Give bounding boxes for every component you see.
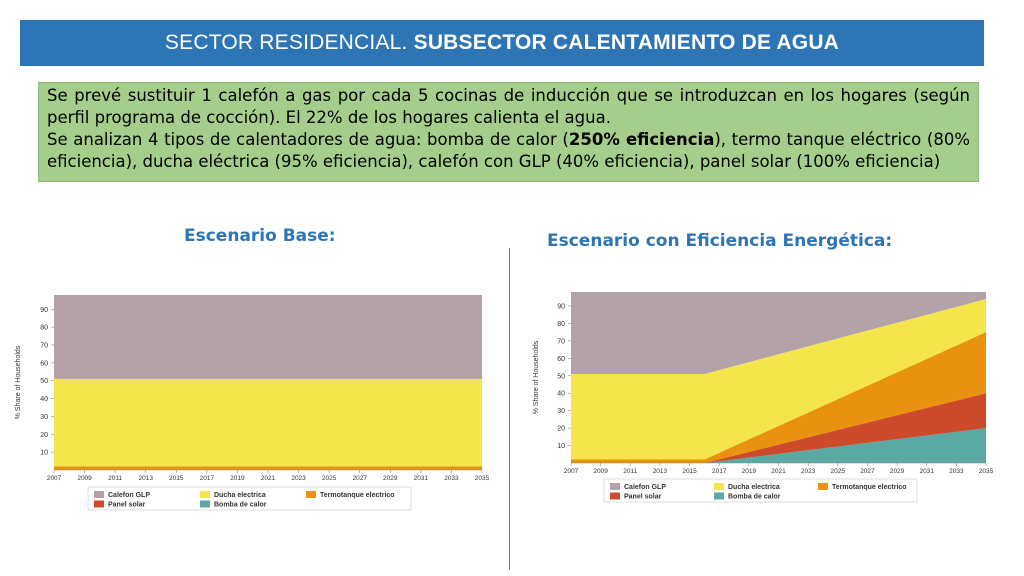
legend-swatch bbox=[306, 491, 316, 498]
legend-label: Termotanque electrico bbox=[320, 492, 395, 499]
x-tick-label: 2011 bbox=[108, 475, 122, 482]
x-tick-label: 2025 bbox=[831, 468, 846, 475]
legend-box bbox=[603, 478, 918, 503]
base-scenario-title: Escenario Base: bbox=[184, 226, 336, 246]
y-tick-label: 10 bbox=[40, 450, 48, 457]
legend-box bbox=[87, 486, 412, 511]
legend-swatch bbox=[94, 491, 104, 498]
x-tick-label: 2017 bbox=[712, 468, 727, 475]
x-tick-label: 2033 bbox=[444, 475, 459, 482]
area-calefon-glp bbox=[54, 295, 482, 379]
y-tick-label: 90 bbox=[40, 307, 48, 314]
legend-swatch bbox=[714, 492, 724, 500]
x-tick-label: 2019 bbox=[742, 468, 757, 475]
x-tick-label: 2025 bbox=[322, 475, 337, 482]
x-tick-label: 2031 bbox=[919, 468, 934, 475]
legend-swatch bbox=[714, 483, 724, 490]
efficiency-scenario-title: Escenario con Eficiencia Energética: bbox=[547, 231, 893, 251]
x-tick-label: 2007 bbox=[47, 475, 62, 482]
area-calefon-glp bbox=[571, 292, 986, 375]
legend-swatch bbox=[200, 500, 210, 508]
y-tick-label: 10 bbox=[557, 443, 565, 450]
y-tick-label: 30 bbox=[40, 414, 48, 421]
x-tick-label: 2031 bbox=[414, 475, 429, 482]
info-line-2-bold: 250% eficiencia bbox=[568, 130, 715, 149]
x-tick-label: 2023 bbox=[801, 468, 816, 475]
legend-label: Bomba de calor bbox=[214, 502, 267, 509]
x-tick-label: 2009 bbox=[77, 475, 92, 482]
slide-title-bar: SECTOR RESIDENCIAL. SUBSECTOR CALENTAMIE… bbox=[20, 20, 984, 66]
y-tick-label: 80 bbox=[40, 325, 48, 332]
y-tick-label: 60 bbox=[557, 356, 565, 363]
info-line-1: Se prevé sustituir 1 calefón a gas por c… bbox=[47, 86, 970, 127]
legend-swatch bbox=[818, 483, 828, 490]
area-bomba-de-calor bbox=[571, 428, 986, 463]
legend-label: Calefon GLP bbox=[108, 492, 150, 499]
x-tick-label: 2035 bbox=[979, 468, 994, 475]
y-tick-label: 90 bbox=[557, 303, 565, 310]
y-axis-label: % Share of Households bbox=[533, 340, 540, 414]
x-tick-label: 2013 bbox=[138, 475, 153, 482]
legend-swatch bbox=[610, 483, 620, 490]
x-tick-label: 2009 bbox=[593, 468, 608, 475]
y-tick-label: 40 bbox=[557, 391, 565, 398]
legend-label: Bomba de calor bbox=[728, 494, 781, 501]
title-bold: SUBSECTOR CALENTAMIENTO DE AGUA bbox=[413, 31, 840, 54]
area-ducha-electrica bbox=[571, 298, 986, 460]
x-tick-label: 2015 bbox=[682, 468, 697, 475]
efficiency-scenario-chart-svg: 10 20 30 40 50 60 70 80 90 2007 2009 2011 2013 2015 20… bbox=[533, 292, 994, 503]
x-tick-label: 2027 bbox=[352, 475, 367, 482]
efficiency-scenario-chart: 10 20 30 40 50 60 70 80 90 2007 2009 2011 2013 2015 20… bbox=[530, 288, 995, 511]
info-box: Se prevé sustituir 1 calefón a gas por c… bbox=[38, 82, 979, 182]
y-tick-label: 40 bbox=[40, 396, 48, 403]
y-tick-label: 20 bbox=[40, 432, 48, 439]
y-tick-label: 30 bbox=[557, 408, 565, 415]
legend-label: Panel solar bbox=[624, 494, 662, 501]
legend-label: Ducha electrica bbox=[214, 492, 266, 499]
x-tick-label: 2021 bbox=[771, 468, 786, 475]
legend-swatch bbox=[94, 500, 104, 508]
y-tick-label: 60 bbox=[40, 360, 48, 367]
x-tick-label: 2021 bbox=[261, 475, 276, 482]
legend-label: Panel solar bbox=[108, 502, 146, 509]
x-tick-label: 2029 bbox=[383, 475, 398, 482]
x-tick-label: 2011 bbox=[623, 468, 637, 475]
y-tick-label: 70 bbox=[40, 343, 48, 350]
y-tick-label: 50 bbox=[557, 373, 565, 380]
legend-swatch bbox=[610, 492, 620, 500]
x-tick-label: 2015 bbox=[169, 475, 184, 482]
x-tick-label: 2017 bbox=[200, 475, 215, 482]
area-termotanque-electrico bbox=[571, 332, 986, 463]
x-tick-label: 2023 bbox=[291, 475, 306, 482]
info-line-2-pre: Se analizan 4 tipos de calentadores de a… bbox=[47, 130, 569, 149]
legend-swatch bbox=[200, 491, 210, 498]
area-panel-solar bbox=[571, 393, 986, 463]
x-tick-label: 2007 bbox=[564, 468, 579, 475]
info-line-2: Se analizan 4 tipos de calentadores de a… bbox=[47, 129, 970, 173]
y-tick-label: 80 bbox=[557, 321, 565, 328]
x-tick-label: 2019 bbox=[230, 475, 245, 482]
base-scenario-chart: 10 20 30 40 50 60 70 80 90 2007 2009 2011 2013 2015 20… bbox=[12, 292, 502, 522]
x-tick-label: 2029 bbox=[890, 468, 905, 475]
x-tick-label: 2027 bbox=[860, 468, 875, 475]
y-tick-label: 50 bbox=[40, 378, 48, 385]
title-regular: SECTOR RESIDENCIAL. bbox=[164, 31, 408, 54]
base-scenario-chart-svg: 10 20 30 40 50 60 70 80 90 2007 2009 2011 2013 2015 20… bbox=[15, 295, 490, 511]
x-tick-label: 2033 bbox=[949, 468, 964, 475]
x-tick-label: 2035 bbox=[475, 475, 490, 482]
legend-label: Ducha electrica bbox=[728, 484, 780, 491]
y-axis-label: % Share of Households bbox=[15, 345, 22, 419]
y-tick-label: 20 bbox=[557, 426, 565, 433]
y-tick-label: 70 bbox=[557, 338, 565, 345]
area-termotanque-electrico bbox=[54, 466, 482, 470]
vertical-divider bbox=[509, 248, 510, 570]
info-line-2-post: ), termo tanque eléctrico (80% eficienci… bbox=[47, 130, 970, 171]
x-tick-label: 2013 bbox=[653, 468, 668, 475]
legend-label: Termotanque electrico bbox=[832, 484, 907, 491]
legend-label: Calefon GLP bbox=[624, 484, 666, 491]
area-ducha-electrica bbox=[54, 378, 482, 467]
